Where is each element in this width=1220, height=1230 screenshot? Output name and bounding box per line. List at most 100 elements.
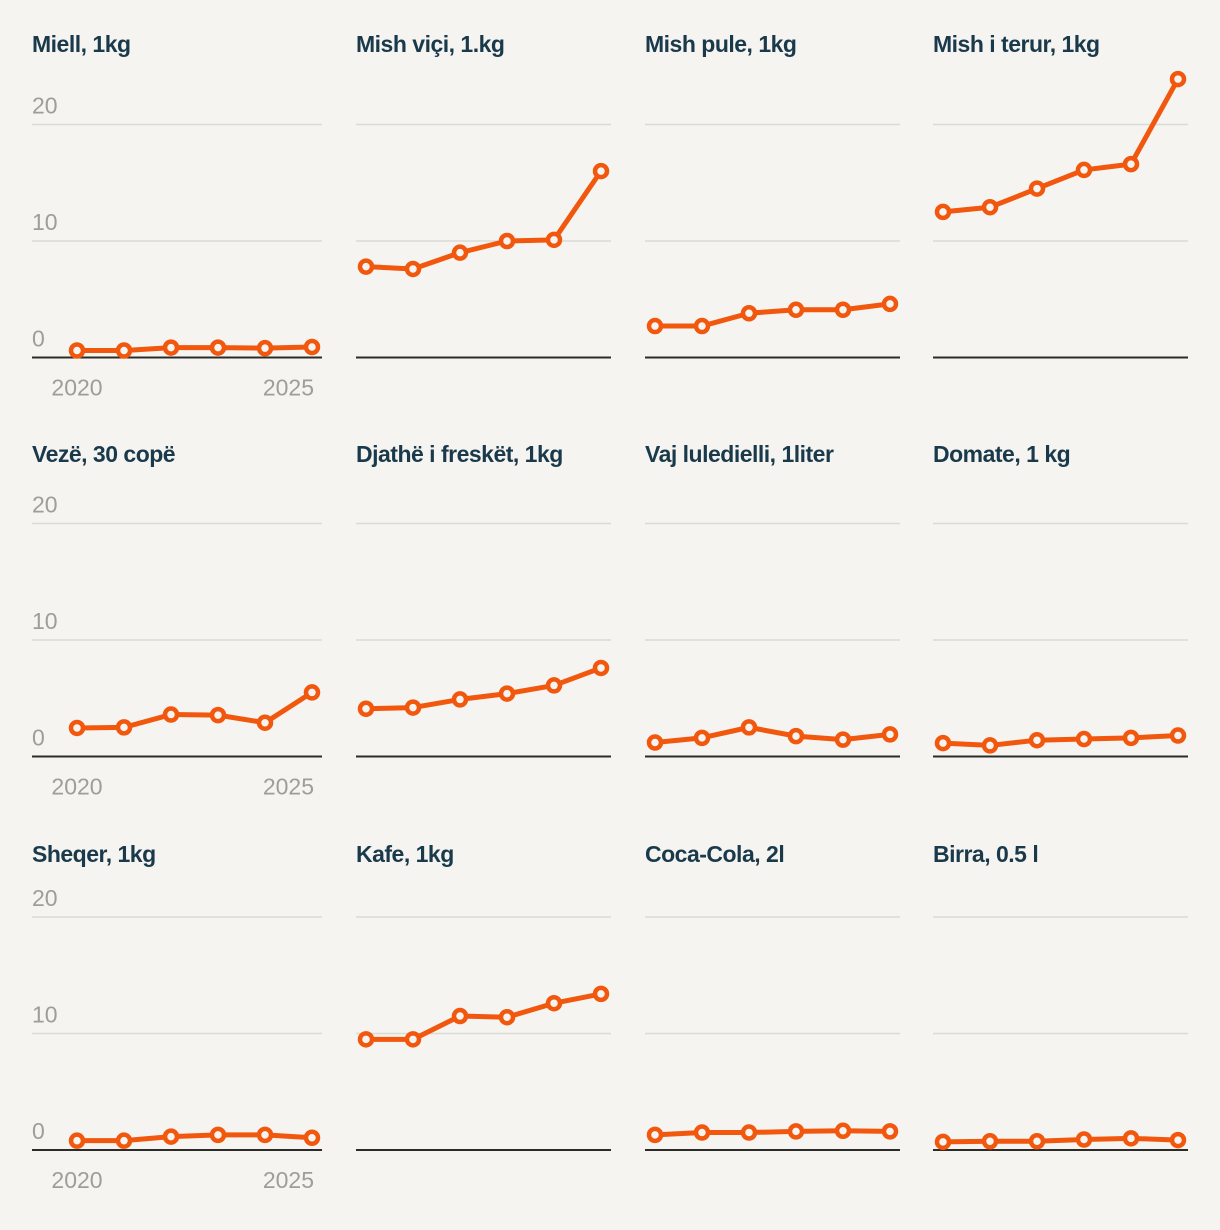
panel-title: Coca-Cola, 2l	[645, 841, 785, 867]
chart-panel: Mish i terur, 1kg	[920, 0, 1220, 410]
y-tick-label: 10	[32, 608, 58, 634]
data-point	[1169, 727, 1187, 744]
data-point	[934, 203, 952, 221]
panel-title: Mish pule, 1kg	[645, 31, 797, 57]
data-point	[1075, 161, 1093, 179]
data-line	[940, 733, 1181, 748]
data-point	[162, 706, 180, 723]
data-point	[881, 726, 899, 743]
data-point	[404, 699, 422, 716]
data-point	[451, 244, 469, 261]
data-point	[357, 258, 375, 275]
y-tick-label: 10	[32, 209, 58, 235]
data-point	[357, 1031, 375, 1048]
data-line	[363, 991, 604, 1042]
panel-title: Sheqer, 1kg	[32, 841, 156, 867]
chart-panel: Miell, 1kg 20 10 0 2020 2025	[0, 0, 340, 410]
data-point	[740, 304, 758, 322]
line-chart	[356, 123, 611, 359]
data-point	[646, 734, 664, 751]
data-point	[256, 1126, 274, 1144]
data-point	[592, 985, 610, 1003]
panel-title: Mish i terur, 1kg	[933, 31, 1100, 57]
data-point	[545, 677, 563, 694]
data-point	[646, 317, 664, 335]
data-point	[545, 231, 563, 249]
line-chart	[645, 522, 900, 758]
data-point	[1028, 1133, 1046, 1150]
data-point	[693, 1124, 711, 1141]
data-point	[303, 1129, 321, 1147]
data-point	[209, 339, 227, 356]
line-chart	[933, 916, 1188, 1151]
data-point	[303, 684, 321, 701]
data-point	[1122, 155, 1140, 173]
x-tick-label: 2025	[263, 375, 314, 401]
line-chart	[356, 522, 611, 758]
data-line	[74, 344, 315, 354]
data-line	[363, 168, 604, 272]
line-chart	[645, 916, 900, 1151]
data-point	[981, 1133, 999, 1150]
data-point	[404, 260, 422, 278]
line-chart	[645, 123, 900, 359]
panel-title: Vezë, 30 copë	[32, 441, 176, 467]
data-point	[209, 1126, 227, 1144]
data-point	[115, 1132, 133, 1149]
data-point	[498, 1008, 516, 1026]
data-point	[68, 1132, 86, 1149]
data-point	[834, 301, 852, 318]
data-point	[1075, 1131, 1093, 1148]
data-point	[357, 700, 375, 717]
y-tick-label: 20	[32, 885, 58, 911]
x-tick-label: 2020	[51, 375, 102, 401]
data-point	[545, 994, 563, 1012]
chart-panel: Mish pule, 1kg	[630, 0, 920, 410]
y-tick-label: 0	[32, 725, 45, 751]
chart-panel: Domate, 1 kg	[920, 410, 1220, 810]
data-point	[934, 1133, 952, 1151]
chart-panel: Vezë, 30 copë 20 10 0 2020 2025	[0, 410, 340, 810]
chart-panel: Mish viçi, 1.kg	[340, 0, 630, 410]
data-point	[498, 685, 516, 702]
data-point	[162, 339, 180, 356]
chart-panel: Kafe, 1kg	[340, 810, 630, 1230]
data-point	[740, 1124, 758, 1141]
data-line	[652, 1128, 893, 1138]
data-point	[162, 1128, 180, 1145]
panel-title: Domate, 1 kg	[933, 441, 1071, 467]
data-line	[363, 665, 604, 712]
data-point	[1169, 70, 1187, 88]
y-tick-label: 20	[32, 93, 58, 119]
data-point	[834, 731, 852, 748]
y-tick-label: 0	[32, 1118, 45, 1144]
panel-title: Djathë i freskët, 1kg	[356, 441, 563, 467]
chart-panel: Birra, 0.5 l	[920, 810, 1220, 1230]
data-point	[1169, 1131, 1187, 1149]
panel-title: Miell, 1kg	[32, 31, 131, 57]
data-point	[256, 714, 274, 731]
data-point	[115, 719, 133, 736]
data-point	[209, 706, 227, 724]
data-line	[74, 689, 315, 731]
panel-title: Kafe, 1kg	[356, 841, 454, 867]
x-tick-label: 2020	[51, 774, 102, 800]
data-point	[1028, 180, 1046, 197]
data-point	[693, 729, 711, 747]
line-chart	[356, 916, 611, 1151]
data-line	[940, 1135, 1181, 1145]
x-tick-label: 2020	[51, 1167, 102, 1193]
panel-title: Vaj luledielli, 1liter	[645, 441, 834, 467]
data-point	[1028, 731, 1046, 749]
panel-title: Mish viçi, 1.kg	[356, 31, 505, 57]
data-point	[404, 1031, 422, 1048]
x-tick-label: 2025	[263, 1167, 314, 1193]
data-point	[834, 1122, 852, 1140]
data-point	[981, 198, 999, 216]
data-point	[68, 719, 86, 737]
chart-panel: Djathë i freskët, 1kg	[340, 410, 630, 810]
data-point	[740, 719, 758, 736]
data-point	[646, 1126, 664, 1144]
data-line	[652, 301, 893, 329]
